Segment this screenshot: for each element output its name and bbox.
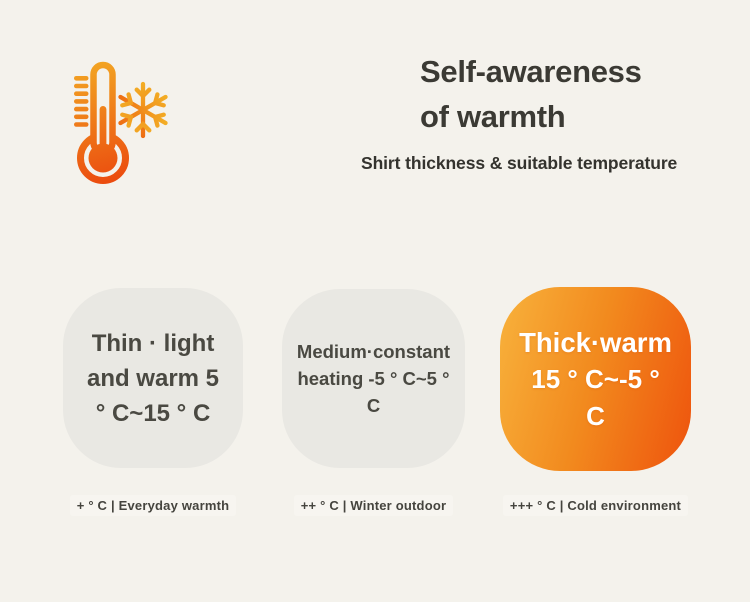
card-caption-thin: + ° C | Everyday warmth: [55, 495, 251, 516]
card-text-line: Thick·warm: [519, 326, 672, 358]
card-medium-constant: Medium·constant heating -5 ° C~5 ° C: [282, 289, 465, 468]
card-text-line: C: [366, 395, 381, 416]
card-text-line: 15 ° C~-5 °: [531, 363, 660, 394]
page-title-line-1: Self-awareness: [420, 54, 642, 89]
card-thin-light: Thin · light and warm 5 ° C~15 ° C: [63, 288, 243, 468]
card-text-line: Thin · light: [91, 329, 215, 357]
card-thick-warm: Thick·warm 15 ° C~-5 ° C: [500, 287, 691, 471]
snowflake-icon: [118, 81, 168, 139]
card-caption-medium: ++ ° C | Winter outdoor: [274, 495, 473, 516]
card-caption-thick: +++ ° C | Cold environment: [492, 495, 699, 516]
thermometer-ticks: [74, 76, 89, 127]
caption-text: ++ ° C | Winter outdoor: [293, 495, 454, 516]
thermometer-snowflake-icon: [74, 61, 168, 184]
page-subtitle: Shirt thickness & suitable temperature: [361, 153, 678, 173]
card-text-line: Medium·constant: [296, 341, 451, 362]
caption-text: + ° C | Everyday warmth: [69, 495, 237, 516]
card-text-line: heating -5 ° C~5 °: [297, 368, 450, 389]
card-text-line: ° C~15 ° C: [95, 399, 211, 427]
card-text-line: C: [586, 400, 605, 431]
page-title-line-2: of warmth: [420, 99, 566, 134]
page-title: Self-awareness of warmth: [420, 49, 642, 139]
caption-text: +++ ° C | Cold environment: [502, 495, 689, 516]
card-text-line: and warm 5: [86, 364, 220, 392]
